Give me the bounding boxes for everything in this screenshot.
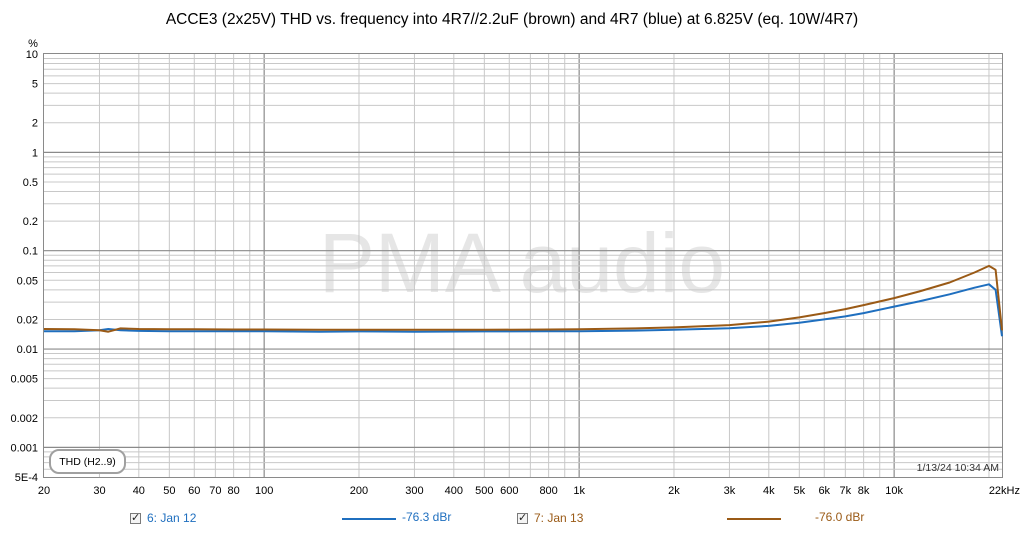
grid-lines	[44, 54, 1002, 477]
legend-series-value: -76.0 dBr	[815, 510, 865, 524]
y-tick-label: 0.002	[10, 413, 38, 425]
x-tick-label: 200	[350, 485, 368, 497]
x-tick-label: 10k	[885, 485, 903, 497]
x-tick-label: 8k	[858, 485, 870, 497]
x-tick-label: 800	[539, 485, 557, 497]
x-tick-label: 100	[255, 485, 273, 497]
y-tick-label: 0.005	[10, 374, 38, 386]
y-axis-ticks: 10 5 2 1 0.5 0.2 0.1 0.05 0.02 0.01 0.005 0.002 0.00…	[10, 49, 38, 484]
measurement-badge: THD (H2..9)	[49, 449, 126, 474]
legend-series-name: 6: Jan 12	[147, 511, 197, 525]
timestamp: 1/13/24 10:34 AM	[917, 462, 999, 474]
y-tick-label: 0.01	[17, 344, 38, 356]
x-axis-ticks: 20 30 40 50 60 70 80 100 200 300 400 500 600 800 1k 2k 3…	[38, 485, 1020, 497]
legend-line-swatch	[342, 518, 396, 520]
legend-item-series-2[interactable]: 7: Jan 13	[517, 506, 583, 530]
y-tick-label: 2	[32, 118, 38, 130]
x-tick-label: 20	[38, 485, 50, 497]
y-unit-label: %	[28, 38, 38, 50]
x-tick-label: 7k	[840, 485, 852, 497]
x-tick-label: 1k	[573, 485, 585, 497]
x-tick-label: 80	[228, 485, 240, 497]
series-line-2	[43, 264, 1003, 333]
x-tick-label: 500	[475, 485, 493, 497]
y-tick-label: 0.02	[17, 314, 38, 326]
y-tick-label: 1	[32, 147, 38, 159]
x-tick-label: 600	[500, 485, 518, 497]
measurement-label: THD (H2..9)	[59, 456, 116, 468]
x-tick-label: 50	[163, 485, 175, 497]
checkbox-icon[interactable]	[130, 511, 141, 524]
legend-series-name: 7: Jan 13	[534, 511, 584, 525]
legend-item-series-1[interactable]: 6: Jan 12	[130, 506, 196, 530]
y-tick-label: 10	[26, 49, 38, 61]
x-tick-label: 2k	[668, 485, 680, 497]
x-tick-label: 40	[133, 485, 145, 497]
x-tick-label: 300	[405, 485, 423, 497]
y-tick-label: 5E-4	[15, 472, 38, 484]
x-tick-label: 5k	[794, 485, 806, 497]
checkbox-icon[interactable]	[517, 511, 528, 524]
y-tick-label: 0.05	[17, 275, 38, 287]
y-tick-label: 0.2	[23, 216, 38, 228]
series-line-1	[44, 283, 1003, 337]
series-lines	[43, 264, 1003, 337]
y-tick-label: 0.5	[23, 177, 38, 189]
x-tick-label: 400	[445, 485, 463, 497]
legend: 6: Jan 12 -76.3 dBr 7: Jan 13 -76.0 dBr	[0, 506, 1024, 530]
y-tick-label: 0.001	[10, 442, 38, 454]
legend-series-value: -76.3 dBr	[402, 510, 452, 524]
y-tick-label: 0.1	[23, 246, 38, 258]
x-tick-label: 22kHz	[989, 485, 1020, 497]
x-tick-label: 3k	[724, 485, 736, 497]
x-tick-label: 4k	[763, 485, 775, 497]
watermark: PMA audio	[319, 216, 725, 310]
chart-title: ACCE3 (2x25V) THD vs. frequency into 4R7…	[166, 11, 858, 28]
x-tick-label: 30	[93, 485, 105, 497]
x-tick-label: 70	[209, 485, 221, 497]
y-tick-label: 5	[32, 79, 38, 91]
x-tick-label: 60	[188, 485, 200, 497]
x-tick-label: 6k	[818, 485, 830, 497]
legend-line-swatch	[727, 518, 781, 520]
